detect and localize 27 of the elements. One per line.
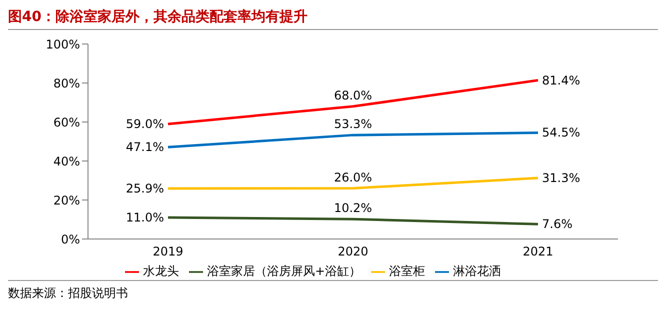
legend-label: 浴室柜 bbox=[389, 264, 426, 278]
data-label: 54.5% bbox=[542, 126, 580, 140]
legend-label: 水龙头 bbox=[142, 264, 179, 278]
x-tick-label: 2019 bbox=[152, 244, 184, 259]
data-label: 59.0% bbox=[126, 116, 164, 131]
y-tick-label: 0% bbox=[60, 232, 80, 246]
data-label: 10.2% bbox=[334, 201, 372, 216]
data-label: 81.4% bbox=[542, 73, 580, 88]
y-tick-label: 60% bbox=[53, 115, 80, 130]
source-note: 数据来源：招股说明书 bbox=[8, 285, 129, 302]
data-label: 11.0% bbox=[126, 210, 164, 225]
data-label: 25.9% bbox=[126, 181, 164, 196]
legend-label: 浴室家居（浴房屏风+浴缸） bbox=[206, 264, 362, 278]
data-label: 53.3% bbox=[334, 117, 372, 132]
y-tick-label: 20% bbox=[53, 193, 80, 208]
data-label: 31.3% bbox=[542, 170, 580, 185]
data-label: 47.1% bbox=[126, 140, 164, 154]
data-label: 68.0% bbox=[334, 88, 372, 102]
y-tick-label: 40% bbox=[53, 154, 80, 168]
y-tick-label: 100% bbox=[46, 37, 80, 52]
legend-label: 淋浴花洒 bbox=[453, 264, 502, 278]
y-tick-label: 80% bbox=[53, 76, 80, 90]
data-label: 7.6% bbox=[542, 217, 572, 232]
x-tick-label: 2021 bbox=[522, 244, 554, 259]
x-tick-label: 2020 bbox=[338, 244, 368, 259]
data-label: 26.0% bbox=[334, 170, 372, 184]
chart-title: 图40：除浴室家居外，其余品类配套率均有提升 bbox=[8, 8, 658, 30]
